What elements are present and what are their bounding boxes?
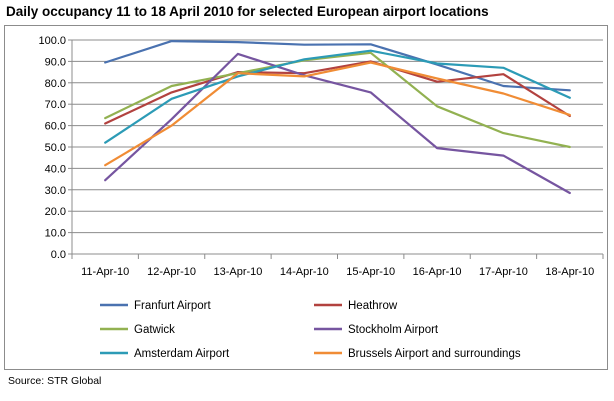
x-tick-label: 12-Apr-10 xyxy=(147,266,196,278)
legend-label: Gatwick xyxy=(134,324,175,336)
x-tick-label: 17-Apr-10 xyxy=(479,266,528,278)
series-line-1 xyxy=(104,39,571,92)
x-tick-label: 14-Apr-10 xyxy=(280,266,329,278)
series-line-4 xyxy=(104,52,571,195)
series-line-6 xyxy=(104,61,571,167)
y-tick-label: 0.0 xyxy=(51,249,66,261)
x-axis-ticks: 11-Apr-10 12-Apr-10 13-Apr-10 14-Apr-10 15-A… xyxy=(81,266,594,278)
x-axis xyxy=(71,40,604,259)
series-line-2 xyxy=(104,60,571,125)
y-tick-label: 20.0 xyxy=(45,206,66,218)
y-tick-label: 70.0 xyxy=(45,99,66,111)
x-tick-label: 11-Apr-10 xyxy=(81,266,129,278)
series-line-5 xyxy=(104,49,571,144)
legend-label: Heathrow xyxy=(348,300,398,312)
x-tick-label: 18-Apr-10 xyxy=(545,266,594,278)
gridlines xyxy=(72,39,603,255)
series-lines xyxy=(104,39,571,195)
y-tick-label: 100.0 xyxy=(38,35,66,47)
legend-label: Brussels Airport and surroundings xyxy=(348,348,521,360)
series-line-3 xyxy=(104,51,571,149)
x-tick-label: 13-Apr-10 xyxy=(213,266,262,278)
y-tick-label: 10.0 xyxy=(45,228,66,240)
y-tick-label: 90.0 xyxy=(45,56,66,68)
y-tick-label: 50.0 xyxy=(45,142,66,154)
source-note: Source: STR Global xyxy=(8,375,102,387)
chart-title: Daily occupancy 11 to 18 April 2010 for … xyxy=(6,4,489,19)
legend-label: Stockholm Airport xyxy=(348,324,439,336)
chart-frame xyxy=(4,25,608,370)
legend: Franfurt Airport Heathrow Gatwick Stockholm… xyxy=(100,300,521,360)
y-tick-label: 80.0 xyxy=(45,78,66,90)
x-tick-label: 16-Apr-10 xyxy=(413,266,462,278)
legend-label: Franfurt Airport xyxy=(134,300,211,312)
y-axis-ticks: 0.0 10.0 20.0 30.0 40.0 50.0 60.0 70.0 80.0 90.0 1… xyxy=(38,35,72,261)
legend-label: Amsterdam Airport xyxy=(134,348,230,360)
y-tick-label: 30.0 xyxy=(45,185,66,197)
x-tick-label: 15-Apr-10 xyxy=(346,266,395,278)
y-tick-label: 60.0 xyxy=(45,121,66,133)
y-tick-label: 40.0 xyxy=(45,163,66,175)
